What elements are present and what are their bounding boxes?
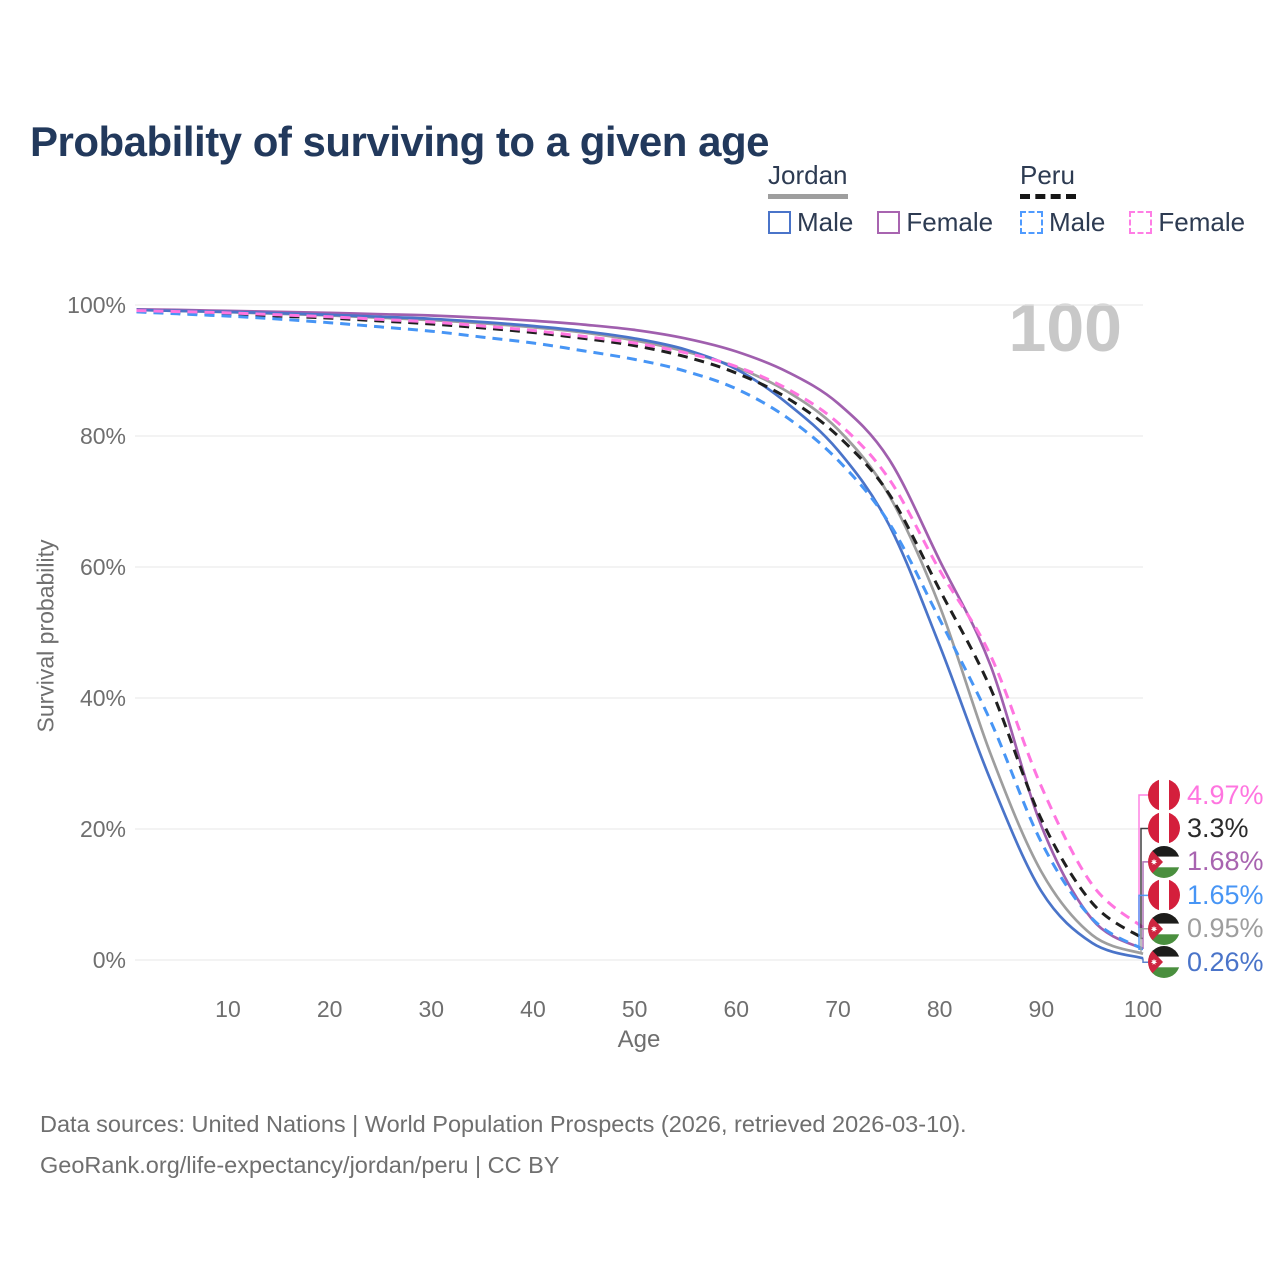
flag-icon-jordan — [1148, 946, 1180, 979]
end-label-jordan[interactable]: 0.95% — [1148, 912, 1264, 945]
end-label-jordan-female[interactable]: 1.68% — [1148, 845, 1264, 878]
jordan-solid-line-swatch — [768, 194, 848, 199]
legend-item-peru-male[interactable]: Male — [1020, 207, 1105, 238]
flag-icon-peru — [1148, 879, 1180, 912]
legend-row-jordan: Male Female — [768, 207, 993, 238]
flag-icon-peru — [1148, 779, 1180, 811]
end-label-connector-jordan-female — [1142, 861, 1148, 949]
x-tick-label: 50 — [621, 996, 648, 1022]
legend-label-peru-female: Female — [1158, 207, 1246, 237]
end-label-connector-jordan-male — [1142, 958, 1148, 964]
legend-item-jordan-female[interactable]: Female — [877, 207, 993, 238]
x-tick-label: 40 — [520, 996, 546, 1022]
end-label-value: 0.95% — [1187, 913, 1264, 944]
end-label-value: 3.3% — [1187, 812, 1249, 843]
footer-sources-line: Data sources: United Nations | World Pop… — [40, 1111, 967, 1137]
end-label-value: 4.97% — [1187, 779, 1264, 810]
end-label-peru[interactable]: 3.3% — [1148, 812, 1249, 845]
x-tick-label: 100 — [1123, 996, 1163, 1022]
peru-male-swatch-icon — [1020, 211, 1043, 234]
legend-label-jordan-male: Male — [797, 207, 854, 237]
y-tick-label: 80% — [79, 423, 126, 449]
x-axis-title: Age — [617, 1026, 661, 1053]
series-line-jordan[interactable] — [136, 308, 1144, 956]
series-line-jordan-male[interactable] — [136, 308, 1144, 960]
end-label-connector-peru — [1140, 827, 1148, 940]
end-label-value: 1.65% — [1187, 879, 1264, 910]
x-tick-label: 30 — [418, 996, 445, 1022]
series-line-peru[interactable] — [136, 309, 1144, 940]
y-tick-label: 60% — [79, 554, 126, 580]
footer-note: Data sources: United Nations | World Pop… — [40, 1104, 967, 1186]
legend-country-peru[interactable]: Peru — [1020, 160, 1075, 190]
flag-icon-peru — [1148, 812, 1180, 845]
end-label-value: 1.68% — [1187, 846, 1264, 877]
x-tick-label: 60 — [723, 996, 750, 1022]
y-tick-label: 20% — [79, 816, 126, 842]
legend-row-peru: Male Female — [1020, 207, 1245, 238]
end-label-peru-female[interactable]: 4.97% — [1148, 779, 1264, 811]
x-tick-label: 10 — [215, 996, 241, 1022]
legend-country-jordan[interactable]: Jordan — [768, 160, 848, 190]
legend-label-jordan-female: Female — [906, 207, 994, 237]
x-tick-label: 20 — [316, 996, 343, 1022]
legend-item-peru-female[interactable]: Female — [1129, 207, 1245, 238]
y-tick-label: 0% — [92, 947, 126, 973]
jordan-male-swatch-icon — [768, 211, 791, 234]
footer-url-line: GeoRank.org/life-expectancy/jordan/peru … — [40, 1152, 560, 1178]
x-tick-label: 80 — [926, 996, 953, 1022]
x-tick-label: 90 — [1028, 996, 1055, 1022]
series-line-peru-female[interactable] — [136, 309, 1144, 929]
legend-group-peru: Peru Male Female — [1020, 160, 1245, 238]
legend-label-peru-male: Male — [1049, 207, 1106, 237]
end-label-connector-jordan — [1140, 928, 1148, 955]
peru-female-swatch-icon — [1129, 211, 1153, 234]
legend-group-jordan: Jordan Male Female — [768, 160, 993, 238]
legend-item-jordan-male[interactable]: Male — [768, 207, 853, 238]
y-tick-label: 100% — [67, 292, 126, 318]
end-label-value: 0.26% — [1187, 946, 1264, 977]
flag-icon-jordan — [1148, 845, 1180, 878]
peru-dashed-line-swatch — [1020, 194, 1076, 199]
jordan-female-swatch-icon — [877, 211, 901, 234]
y-tick-label: 40% — [79, 685, 126, 711]
flag-icon-jordan — [1148, 912, 1180, 945]
series-line-jordan-female[interactable] — [136, 307, 1144, 951]
x-tick-label: 70 — [825, 996, 851, 1022]
page-title: Probability of surviving to a given age — [30, 118, 769, 166]
end-label-jordan-male[interactable]: 0.26% — [1148, 946, 1264, 979]
end-label-peru-male[interactable]: 1.65% — [1148, 879, 1264, 912]
series-line-peru-male[interactable] — [136, 310, 1144, 951]
